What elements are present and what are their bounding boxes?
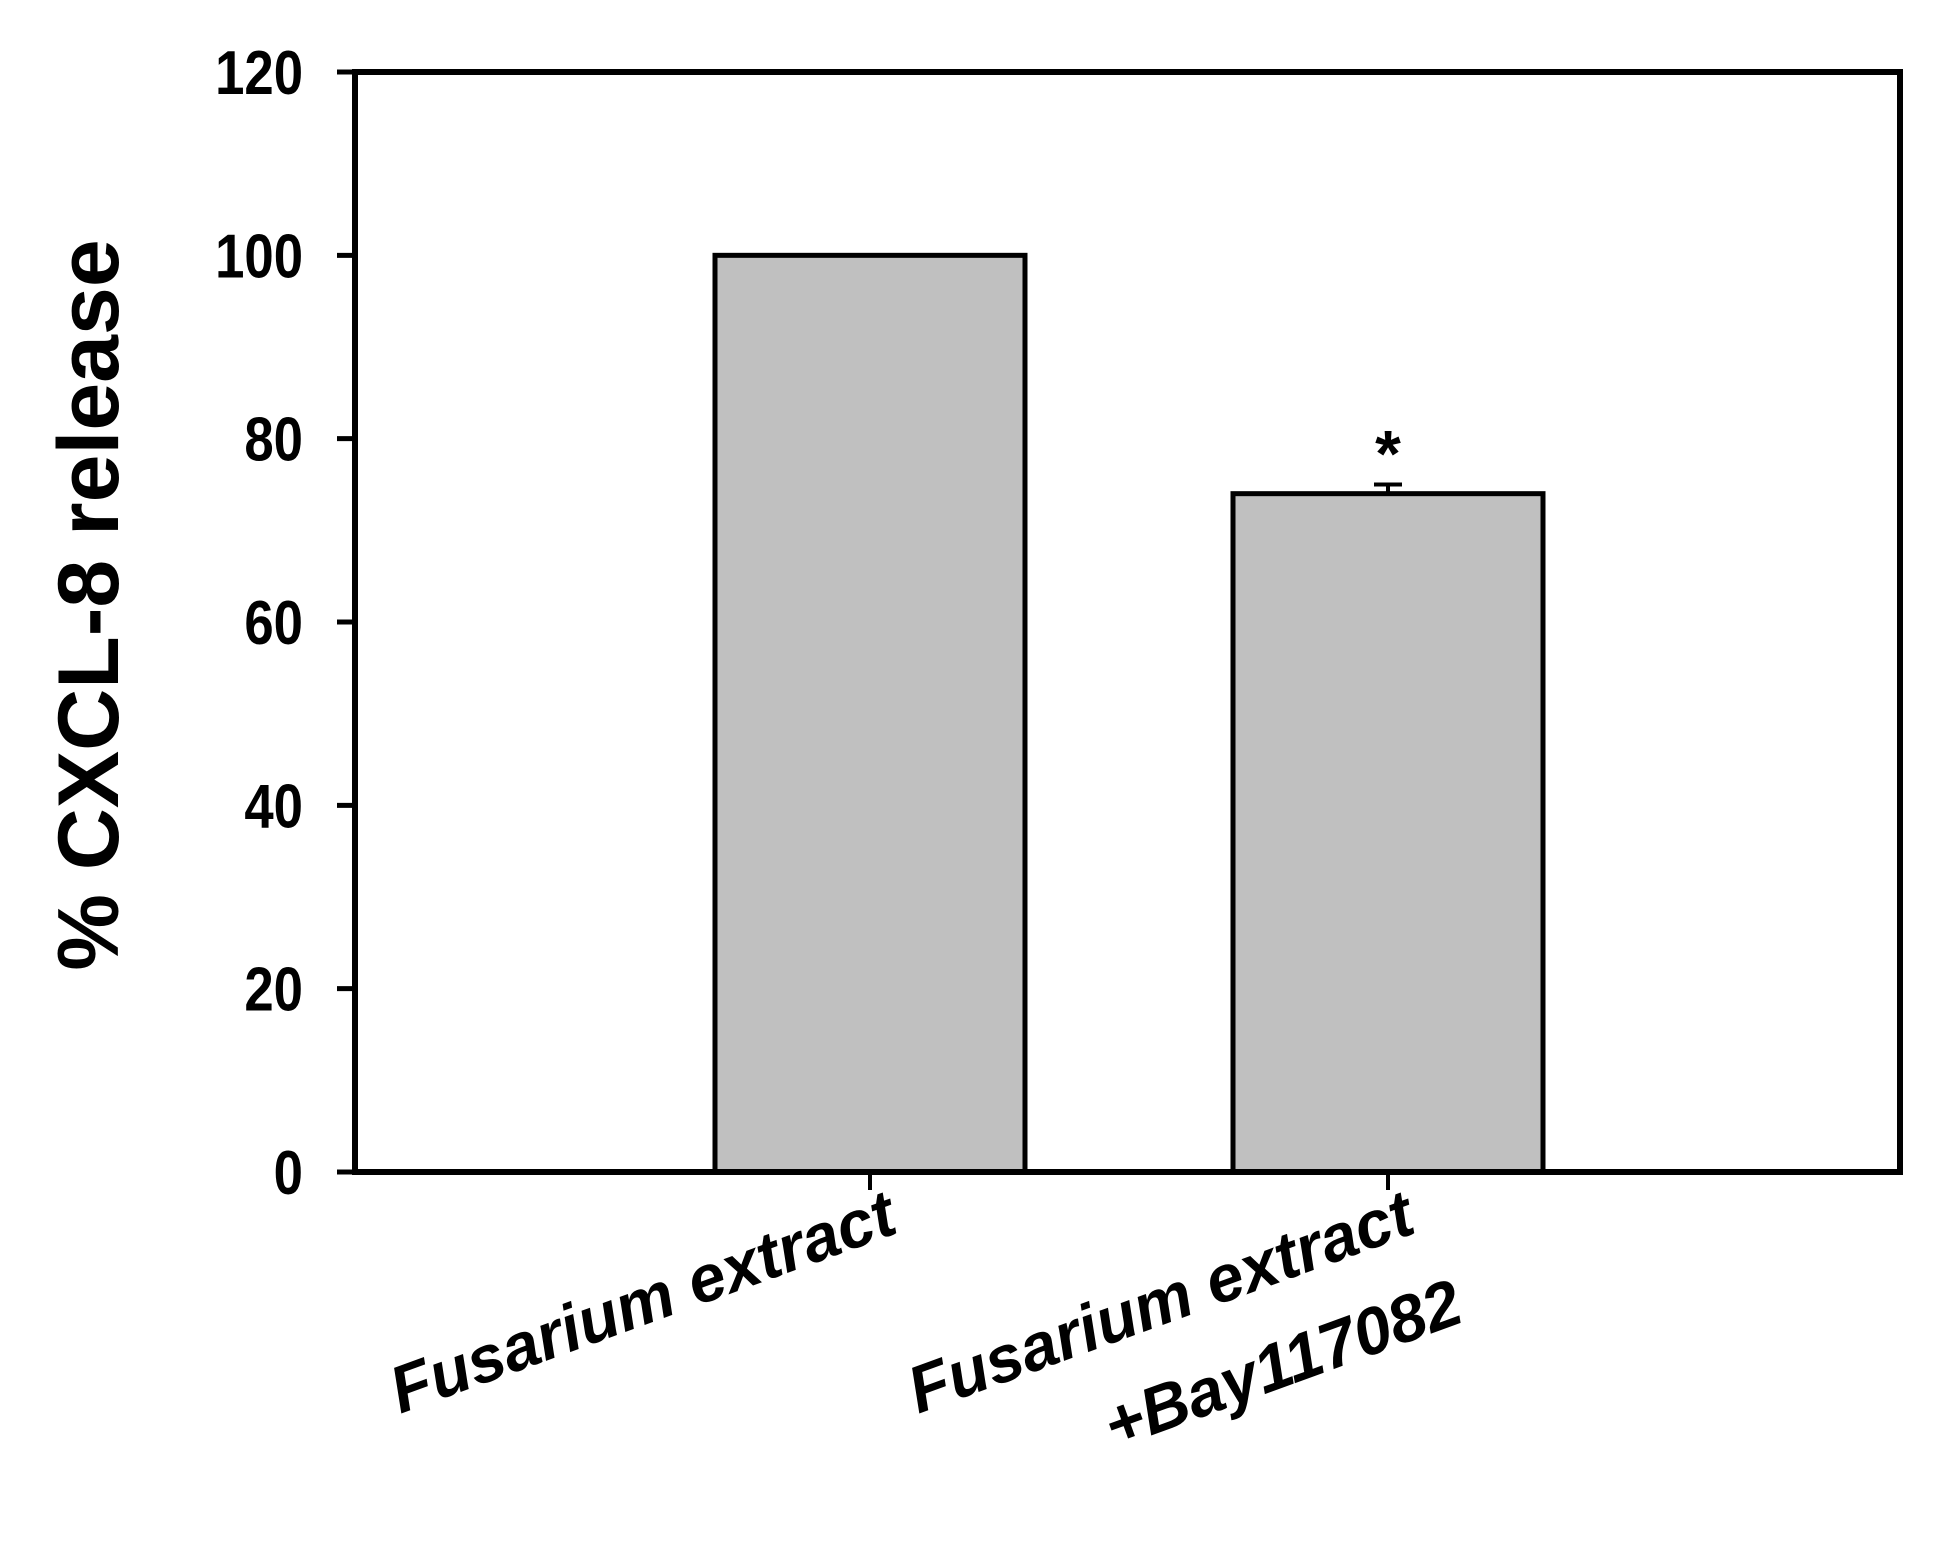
x-tick-label: Fusarium extract [380, 1175, 908, 1427]
annotation: * [1375, 417, 1401, 491]
error-bar [1374, 482, 1402, 494]
x-tick-label: Fusarium extract+Bay117082 [898, 1170, 1472, 1521]
y-tick-label: 120 [215, 39, 303, 108]
y-tick-label: 20 [244, 956, 303, 1025]
bar [712, 252, 1028, 1175]
bar [1230, 491, 1546, 1175]
y-tick-label: 80 [244, 406, 303, 475]
plot-frame [352, 69, 1903, 1175]
y-tick-label: 0 [274, 1139, 303, 1208]
y-tick-label: 100 [215, 222, 303, 291]
y-tick-label: 60 [244, 589, 303, 658]
y-tick-label: 40 [244, 772, 303, 841]
y-axis-label: % CXCL-8 release [41, 239, 137, 970]
